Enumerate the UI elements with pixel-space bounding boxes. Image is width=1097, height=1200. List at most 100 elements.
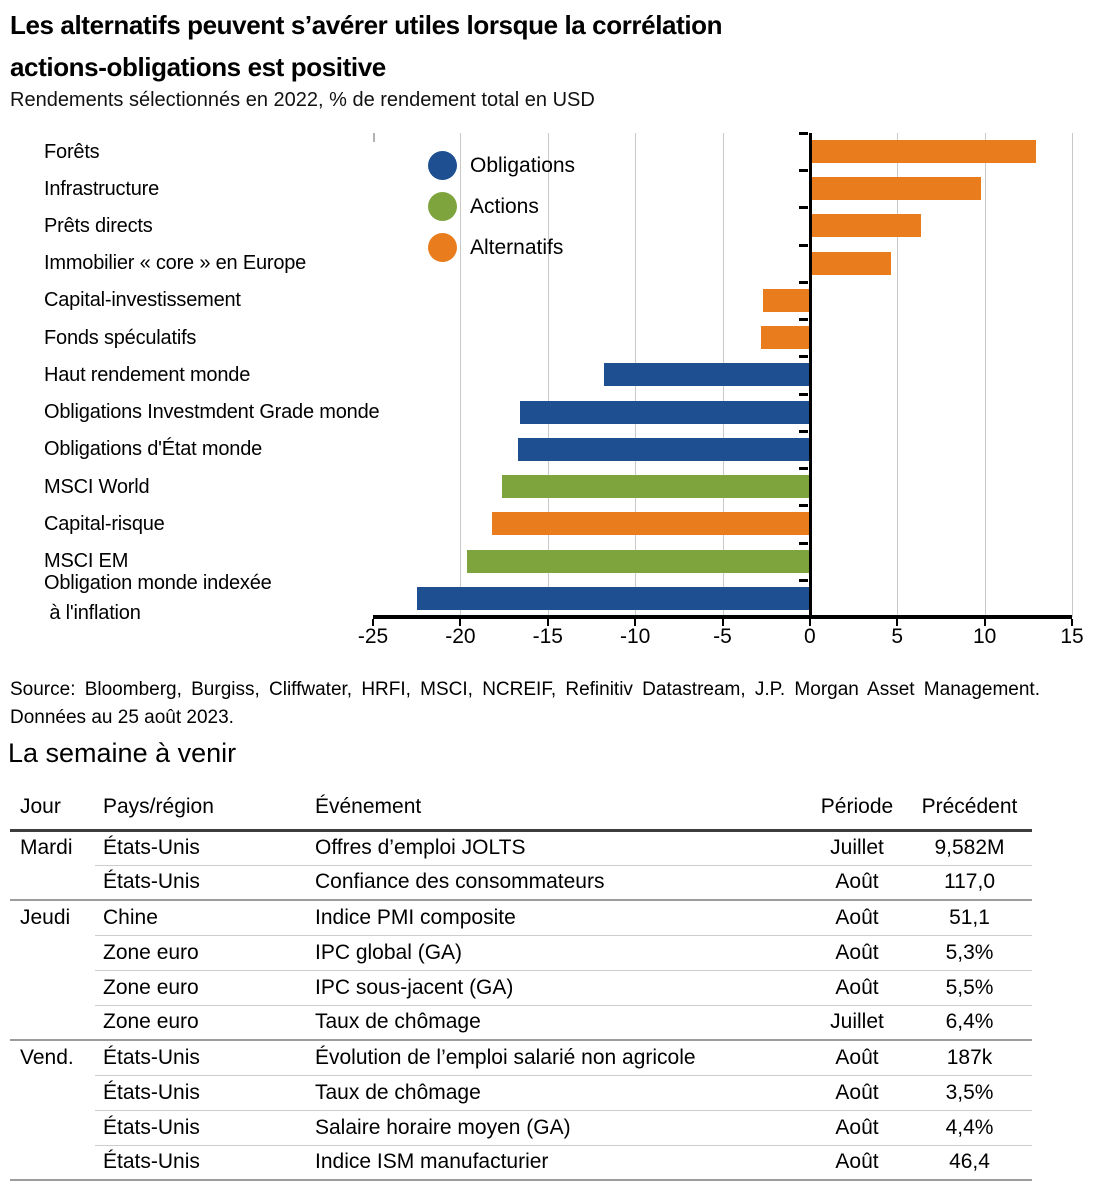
cell-evenement: Confiance des consommateurs bbox=[305, 865, 807, 901]
table-row: États-Unis Confiance des consommateurs Aoû… bbox=[10, 865, 1032, 901]
category-tick bbox=[798, 169, 808, 172]
gridline bbox=[547, 133, 549, 617]
cell-pays: Chine bbox=[95, 900, 305, 936]
cell-precedent: 4,4% bbox=[907, 1110, 1032, 1146]
x-axis-tick-label: 15 bbox=[1060, 625, 1084, 648]
page-title: Les alternatifs peuvent s’avérer utiles … bbox=[10, 10, 723, 82]
category-tick bbox=[798, 244, 808, 247]
category-tick bbox=[798, 393, 808, 396]
cell-evenement: Taux de chômage bbox=[305, 1005, 807, 1041]
chart-bar bbox=[502, 475, 811, 498]
legend-swatch-actions bbox=[428, 192, 457, 221]
table-row: Jeudi Chine Indice PMI composite Août 51,1 bbox=[10, 900, 1032, 936]
category-tick bbox=[798, 579, 808, 582]
category-tick bbox=[798, 206, 808, 209]
category-tick bbox=[798, 318, 808, 321]
axis-tick bbox=[546, 619, 549, 626]
chart-legend: Obligations Actions Alternatifs bbox=[428, 145, 575, 268]
legend-swatch-alternatifs bbox=[428, 233, 457, 262]
cell-evenement: IPC global (GA) bbox=[305, 935, 807, 971]
gridline bbox=[460, 133, 462, 617]
gridline bbox=[984, 133, 986, 617]
x-axis-tick-label: -10 bbox=[619, 625, 651, 648]
chart-bar bbox=[603, 363, 810, 386]
legend-item: Obligations bbox=[428, 145, 575, 186]
chart-bar bbox=[810, 177, 981, 200]
cell-precedent: 3,5% bbox=[907, 1075, 1032, 1111]
chart-bar bbox=[810, 140, 1036, 163]
category-tick bbox=[798, 355, 808, 358]
chart-bar bbox=[760, 326, 810, 349]
chart-bar bbox=[416, 587, 810, 610]
category-label: Infrastructure bbox=[44, 173, 165, 204]
page-subtitle: Rendements sélectionnés en 2022, % de re… bbox=[10, 89, 595, 111]
chart-bar bbox=[762, 289, 810, 312]
category-tick bbox=[798, 504, 808, 507]
table-row: Zone euro IPC global (GA) Août 5,3% bbox=[10, 935, 1032, 971]
table-row: États-Unis Taux de chômage Août 3,5% bbox=[10, 1075, 1032, 1111]
cell-periode: Août bbox=[807, 1075, 907, 1111]
table-row: Mardi États-Unis Offres d’emploi JOLTS Juil… bbox=[10, 830, 1032, 866]
x-axis-tick-label: -15 bbox=[532, 625, 563, 648]
table-header-row: Jour Pays/région Événement Période Précé… bbox=[10, 786, 1032, 832]
category-label: Immobilier « core » en Europe bbox=[44, 248, 312, 279]
axis-tick bbox=[808, 619, 811, 626]
week-ahead-table: Jour Pays/région Événement Période Précé… bbox=[10, 786, 1032, 1181]
category-label: Fonds spéculatifs bbox=[44, 322, 202, 353]
cell-jour bbox=[10, 1005, 95, 1041]
returns-bar-chart: Forêts Infrastructure Prêts directs Immobil… bbox=[0, 125, 1097, 671]
chart-bar bbox=[467, 550, 811, 573]
cell-evenement: Évolution de l’emploi salarié non agrico… bbox=[305, 1040, 807, 1076]
category-tick bbox=[798, 542, 808, 545]
axis-tick bbox=[634, 619, 637, 626]
category-tick bbox=[798, 281, 808, 284]
column-header-pays: Pays/région bbox=[95, 786, 305, 832]
cell-periode: Août bbox=[807, 1110, 907, 1146]
cell-evenement: Taux de chômage bbox=[305, 1075, 807, 1111]
zero-axis-line bbox=[808, 133, 812, 619]
axis-tick bbox=[983, 619, 986, 626]
table-row: Zone euro Taux de chômage Juillet 6,4% bbox=[10, 1005, 1032, 1041]
category-label: Capital-risque bbox=[44, 508, 170, 539]
category-label: Forêts bbox=[44, 136, 105, 167]
category-tick bbox=[798, 467, 808, 470]
axis-tick bbox=[459, 619, 462, 626]
category-tick bbox=[798, 132, 808, 135]
axis-tick bbox=[721, 619, 724, 626]
category-tick bbox=[798, 616, 808, 619]
cell-periode: Juillet bbox=[807, 1005, 907, 1041]
category-label: Prêts directs bbox=[44, 210, 158, 241]
gridline bbox=[373, 133, 375, 142]
x-axis-tick-label: 5 bbox=[891, 625, 904, 648]
cell-jour bbox=[10, 970, 95, 1005]
cell-jour: Mardi bbox=[20, 836, 73, 860]
table-header: Jour Pays/région Événement Période Précé… bbox=[10, 786, 1032, 832]
x-axis-tick-label: 10 bbox=[972, 625, 997, 648]
cell-pays: États-Unis bbox=[95, 830, 305, 866]
chart-bar bbox=[810, 214, 921, 237]
cell-precedent: 117,0 bbox=[907, 865, 1032, 901]
axis-tick bbox=[896, 619, 899, 626]
cell-jour bbox=[10, 935, 95, 970]
cell-evenement: IPC sous-jacent (GA) bbox=[305, 970, 807, 1006]
cell-evenement: Offres d’emploi JOLTS bbox=[305, 830, 807, 866]
axis-tick bbox=[372, 619, 374, 626]
plot-area bbox=[372, 132, 1073, 626]
cell-pays: Zone euro bbox=[95, 1005, 305, 1041]
chart-bar bbox=[519, 401, 810, 424]
cell-jour: Jeudi bbox=[20, 906, 71, 929]
cell-precedent: 51,1 bbox=[907, 900, 1032, 936]
column-header-jour: Jour bbox=[10, 786, 95, 832]
table-row: États-Unis Salaire horaire moyen (GA) Août… bbox=[10, 1110, 1032, 1146]
cell-periode: Août bbox=[807, 900, 907, 936]
cell-pays: États-Unis bbox=[95, 1075, 305, 1111]
x-axis-tick-label: 0 bbox=[804, 625, 816, 648]
cell-pays: États-Unis bbox=[95, 865, 305, 901]
cell-precedent: 9,582M bbox=[907, 830, 1032, 866]
cell-periode: Juillet bbox=[807, 830, 907, 866]
source-note: Source: Bloomberg, Burgiss, Cliffwater, … bbox=[10, 679, 1040, 728]
cell-pays: États-Unis bbox=[95, 1110, 305, 1146]
table-row: Zone euro IPC sous-jacent (GA) Août 5,5% bbox=[10, 970, 1032, 1006]
legend-item: Actions bbox=[428, 186, 575, 227]
